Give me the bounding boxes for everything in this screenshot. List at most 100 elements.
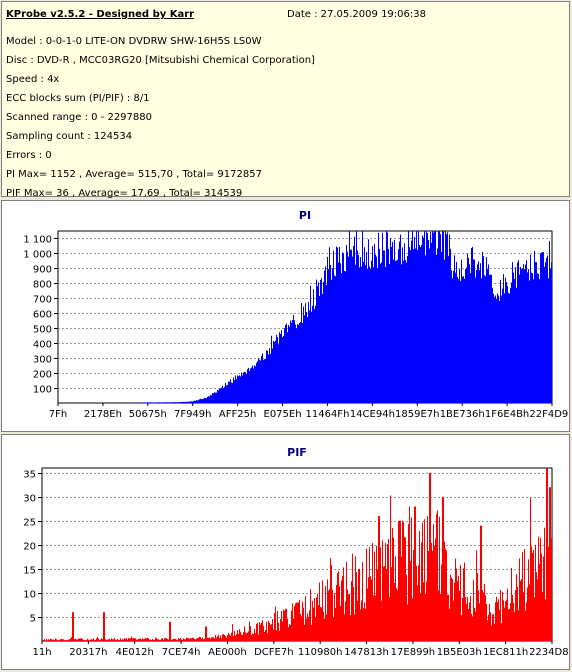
pi-bar [398,249,399,403]
pi-bar [433,232,434,403]
pi-bar [516,287,517,403]
pi-bar [262,353,263,403]
pi-bar [431,242,432,403]
pif-bar [541,553,542,641]
pif-x-tick-label: 147813h [344,647,389,658]
pi-bar [172,402,173,403]
pif-bar [454,582,455,641]
pi-bar [415,248,416,403]
pif-bar [489,603,490,641]
pif-bar [351,581,352,641]
pif-bar [393,537,394,641]
pi-bar [318,282,319,403]
pif-bar [79,638,80,641]
pi-bar [517,262,518,403]
pif-bar [448,594,449,641]
pif-bar [288,627,289,641]
pi-bar [376,256,377,403]
pif-x-tick-label: AE000h [208,647,247,658]
pi-bar [402,247,403,403]
info-pi-stats: PI Max= 1152 , Average= 515,70 , Total= … [6,169,262,180]
pif-bar [304,624,305,641]
pi-bar [484,275,485,403]
pi-bar [434,231,435,403]
pif-bar [159,639,160,641]
pif-bar [97,637,98,641]
pif-bar [120,638,121,641]
pif-bar [238,633,239,641]
pi-bar [393,259,394,403]
pi-bar [334,275,335,403]
pif-bar [57,640,58,641]
pif-bar [447,594,448,641]
pi-bar [159,402,160,403]
pi-bar [406,262,407,403]
pif-bar [244,626,245,641]
pif-bar [199,636,200,641]
pi-bar [430,232,431,403]
pi-bar [353,245,354,403]
pif-bar [536,572,537,641]
pi-bar [411,240,412,403]
pif-bar [473,580,474,641]
pi-bar [169,402,170,403]
pif-bar [202,637,203,641]
pif-bar [64,640,65,641]
pi-bar [446,234,447,403]
pi-bar [460,281,461,403]
pi-bar [241,372,242,403]
pi-bar [371,260,372,403]
pi-bar [306,311,307,403]
pif-bar [515,589,516,641]
pi-bar [550,268,551,403]
pi-bar [158,402,159,403]
pi-bar [418,231,419,403]
pi-bar [181,401,182,403]
pif-bar [434,546,435,641]
pif-bar [58,640,59,641]
pi-bar [337,247,338,403]
pif-bar [171,639,172,641]
pi-bar [290,320,291,403]
pif-bar [153,640,154,641]
pi-y-tick-label: 800 [33,280,52,291]
pif-bar [72,612,73,641]
pi-bar [445,231,446,403]
pi-bar [399,241,400,403]
pif-bar [518,610,519,641]
pif-bar [446,550,447,641]
pif-x-tick-label: 7CE74h [162,647,201,658]
pif-bar [549,487,550,641]
pi-bar [362,231,363,403]
pi-bar [463,276,464,403]
pif-bar [158,639,159,641]
info-model: Model : 0-0-1-0 LITE-ON DVDRW SHW-16H5S … [6,36,262,47]
pi-bar [314,308,315,403]
pif-bar [172,639,173,641]
pif-bar [548,546,549,641]
pi-bar [279,332,280,403]
pi-bar [442,231,443,403]
pi-bar [284,328,285,403]
pi-bar [292,320,293,403]
pi-bar [538,273,539,403]
pi-x-tick-label: 2178Eh [84,409,122,420]
pif-bar [505,601,506,641]
pi-x-tick-label: 7Fh [49,409,67,420]
pif-bar [122,638,123,641]
pif-bar [123,639,124,641]
pi-bar [481,278,482,403]
pi-bar [358,254,359,403]
pi-bar [458,279,459,403]
pi-bar [156,402,157,403]
pi-bar [145,402,146,403]
pif-bar [149,639,150,641]
pif-bar [391,567,392,641]
pif-bar [409,506,410,641]
info-scanned-range: Scanned range : 0 - 2297880 [6,112,152,123]
pif-bar [219,638,220,641]
pif-bar [468,609,469,641]
pif-bar [230,635,231,641]
pif-bar [303,607,304,641]
pif-y-tick-label: 20 [23,542,36,553]
